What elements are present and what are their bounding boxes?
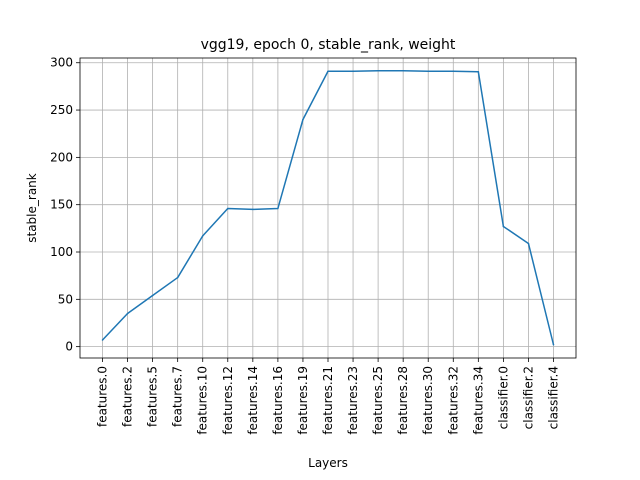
y-tick-label: 200 <box>50 150 73 164</box>
x-tick-label: features.12 <box>221 366 235 435</box>
x-tick-label: features.25 <box>371 366 385 435</box>
data-point <box>227 207 229 210</box>
y-tick-label: 300 <box>50 56 73 70</box>
x-tick-label: features.14 <box>246 366 260 435</box>
data-point <box>427 70 429 72</box>
x-tick-label: classifier.4 <box>547 366 561 429</box>
series-layer <box>101 70 555 346</box>
y-tick-label: 50 <box>58 292 73 306</box>
chart-title: vgg19, epoch 0, stable_rank, weight <box>201 37 456 53</box>
data-point <box>176 276 179 279</box>
data-point <box>352 70 354 72</box>
x-tick-label: features.10 <box>196 366 210 435</box>
data-point <box>277 207 279 210</box>
data-point <box>126 312 129 315</box>
data-point <box>527 242 530 245</box>
x-tick-label: features.28 <box>396 366 410 435</box>
x-tick-label: features.21 <box>321 366 335 435</box>
x-tick-label: features.7 <box>171 366 185 427</box>
data-point <box>552 344 555 346</box>
data-point <box>201 235 204 237</box>
grid <box>80 58 576 358</box>
x-tick-label: features.34 <box>471 366 485 435</box>
ticks: features.0 features.2 features.5 features.7… <box>50 56 560 435</box>
data-point <box>377 70 379 72</box>
y-axis-label: stable_rank <box>25 173 39 243</box>
x-tick-label: features.5 <box>146 366 160 427</box>
data-point <box>302 118 304 121</box>
data-point <box>101 339 104 341</box>
x-tick-label: classifier.2 <box>521 366 535 429</box>
x-axis-label: Layers <box>308 456 348 470</box>
data-point <box>477 70 480 73</box>
data-point <box>402 70 404 72</box>
y-tick-label: 100 <box>50 245 73 259</box>
y-tick-label: 250 <box>50 103 73 117</box>
x-tick-label: features.16 <box>271 366 285 435</box>
x-tick-label: features.32 <box>446 366 460 435</box>
x-tick-label: features.30 <box>421 366 435 435</box>
x-tick-label: features.0 <box>96 366 110 427</box>
x-tick-label: features.2 <box>121 366 135 427</box>
y-tick-label: 0 <box>65 340 73 354</box>
x-tick-label: features.19 <box>296 366 310 435</box>
data-point <box>327 70 329 72</box>
x-tick-label: features.23 <box>346 366 360 435</box>
data-point <box>502 225 505 228</box>
data-point <box>151 294 154 297</box>
y-tick-label: 150 <box>50 198 73 212</box>
data-point <box>252 208 254 211</box>
data-point <box>452 70 455 72</box>
x-tick-label: classifier.0 <box>496 366 510 429</box>
